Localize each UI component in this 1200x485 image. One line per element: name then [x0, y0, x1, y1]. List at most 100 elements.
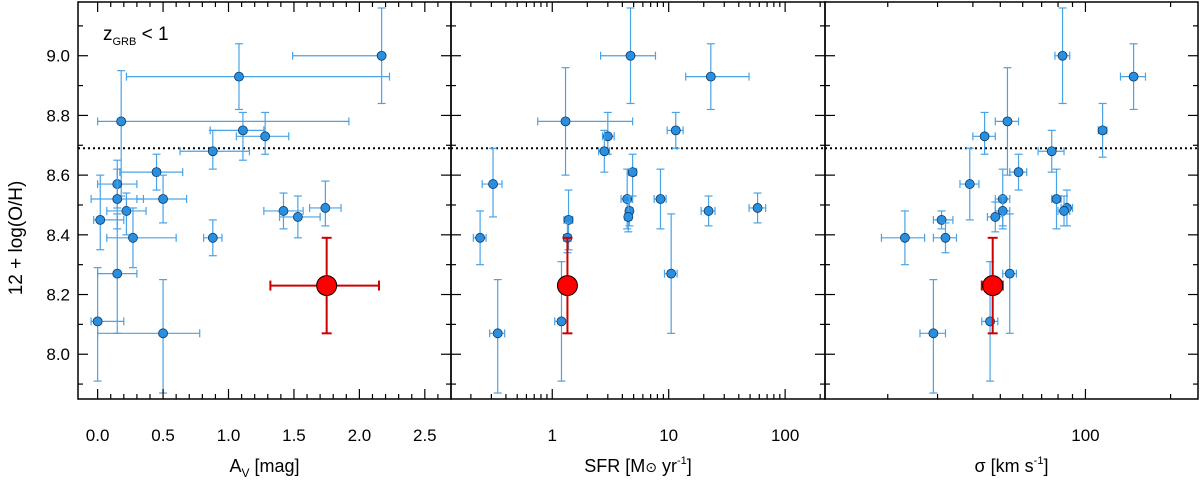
- scatter-marker: [556, 316, 567, 327]
- highlight-point: [269, 236, 381, 335]
- data-point: [666, 111, 684, 149]
- data-point: [125, 43, 391, 111]
- x-axis-label: AV [mag]: [229, 456, 299, 480]
- data-point: [1097, 102, 1108, 158]
- scatter-marker: [1057, 50, 1068, 61]
- scatter-marker: [112, 268, 123, 279]
- x-tick-label: 0.0: [86, 426, 110, 445]
- data-point: [932, 222, 958, 254]
- scatter-marker: [128, 232, 138, 243]
- data-point: [663, 213, 678, 334]
- scatter-marker: [670, 125, 681, 136]
- data-point: [880, 210, 926, 266]
- data-point: [278, 195, 321, 239]
- scatter-marker: [900, 232, 910, 243]
- scatter-marker: [1002, 116, 1013, 127]
- scatter-marker: [1046, 146, 1057, 157]
- scatter-marker: [121, 206, 132, 216]
- scatter-marker: [1128, 71, 1139, 82]
- scatter-marker: [1059, 206, 1069, 216]
- scatter-marker: [376, 50, 387, 61]
- x-tick-label: 0.5: [151, 426, 175, 445]
- y-tick-label: 8.0: [46, 345, 70, 364]
- data-point: [994, 67, 1020, 176]
- scatter-marker: [1004, 268, 1015, 279]
- highlight-marker: [556, 275, 578, 297]
- data-point: [309, 180, 342, 227]
- scatter-marker: [928, 328, 939, 339]
- data-point: [959, 147, 980, 221]
- scatter-marker: [979, 131, 990, 142]
- x-tick-label: 100: [1071, 426, 1099, 445]
- scatter-marker: [278, 206, 289, 216]
- scatter-marker: [1051, 194, 1062, 204]
- highlight-point: [980, 236, 1004, 335]
- scatter-marker: [238, 125, 248, 136]
- panel-frame: [824, 1, 1199, 400]
- scatter-marker: [627, 167, 638, 178]
- y-axis-label: 12 + log(O/H): [6, 181, 27, 296]
- scatter-marker: [492, 328, 503, 339]
- scatter-marker: [936, 215, 947, 225]
- scatter-marker: [207, 146, 218, 157]
- scatter-marker: [1013, 167, 1024, 178]
- data-point: [1054, 7, 1071, 105]
- data-point: [972, 111, 996, 155]
- scatter-marker: [623, 212, 634, 222]
- annotation-redshift: zGRB < 1: [103, 24, 169, 48]
- data-point: [700, 195, 716, 227]
- y-tick-label: 9.0: [46, 47, 70, 66]
- data-point: [119, 153, 184, 191]
- scatter-marker: [488, 179, 498, 189]
- data-point: [235, 111, 290, 155]
- scatter-marker: [666, 268, 677, 279]
- scatter-marker: [703, 206, 714, 216]
- data-point: [97, 70, 350, 197]
- y-tick-label: 8.4: [46, 226, 70, 245]
- data-point: [1057, 195, 1071, 227]
- data-point: [554, 261, 569, 382]
- x-tick-label: 1.0: [217, 426, 241, 445]
- scatter-marker: [320, 203, 331, 213]
- data-point: [97, 213, 138, 334]
- scatter-marker: [475, 232, 485, 243]
- x-tick-label: 100: [771, 426, 799, 445]
- scatter-marker: [964, 179, 975, 189]
- data-point: [685, 43, 750, 111]
- scatter-marker: [234, 71, 244, 82]
- data-point: [97, 279, 201, 394]
- scatter-marker: [655, 194, 666, 204]
- data-point: [599, 7, 657, 105]
- data-point: [106, 207, 177, 269]
- data-point: [136, 174, 188, 224]
- x-tick-label: 2.0: [348, 426, 372, 445]
- data-point: [472, 210, 487, 266]
- scatter-marker: [292, 212, 303, 222]
- data-point: [179, 129, 251, 170]
- x-tick-label: 1.5: [282, 426, 306, 445]
- x-axis-label: SFR [M⊙ yr-1]: [584, 455, 692, 476]
- data-point: [919, 279, 947, 394]
- data-point: [1009, 153, 1028, 191]
- y-tick-label: 8.8: [46, 106, 70, 125]
- data-point: [537, 67, 634, 176]
- scatter-marker: [207, 232, 218, 243]
- data-point: [203, 219, 223, 257]
- data-point: [597, 129, 611, 173]
- y-tick-label: 8.6: [46, 166, 70, 185]
- scatter-marker: [158, 194, 168, 204]
- scatter-marker: [940, 232, 951, 243]
- highlight-marker: [316, 275, 338, 297]
- x-tick-label: 1: [548, 426, 557, 445]
- data-point: [932, 210, 954, 230]
- scatter-marker: [705, 71, 716, 82]
- scatter-marker: [602, 131, 613, 142]
- data-point: [263, 192, 304, 230]
- x-tick-label: 2.5: [413, 426, 437, 445]
- data-point: [986, 201, 1004, 233]
- scatter-marker: [990, 212, 1001, 222]
- scatter-marker: [560, 116, 571, 127]
- data-point: [93, 174, 125, 251]
- scatter-marker: [92, 316, 103, 327]
